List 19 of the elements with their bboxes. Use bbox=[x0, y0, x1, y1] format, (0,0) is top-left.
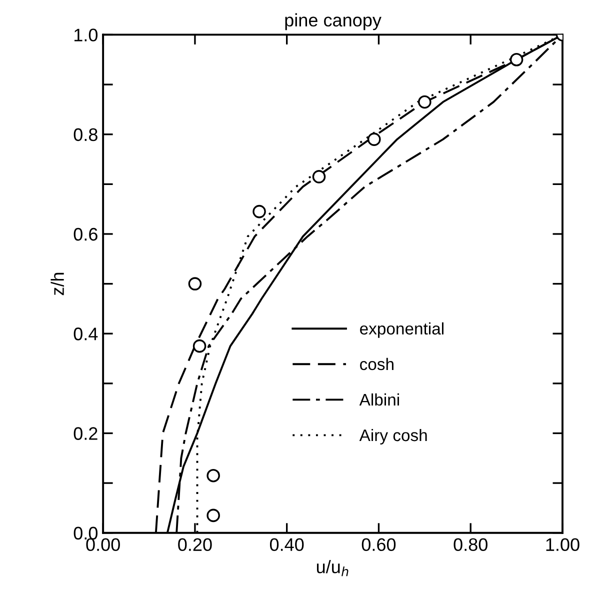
x-tick-label: 0.60 bbox=[362, 538, 396, 551]
x-tick-label: 0.40 bbox=[270, 538, 304, 551]
x-tick-label: 1.00 bbox=[546, 538, 580, 551]
y-tick-label: 0.0 bbox=[74, 526, 98, 540]
y-tick-label: 0.6 bbox=[74, 228, 98, 241]
y-axis-title: z/h bbox=[50, 272, 64, 296]
chart-title: pine canopy bbox=[285, 13, 382, 30]
x-tick-label: 0.20 bbox=[178, 538, 212, 551]
legend-label: Albini bbox=[359, 393, 399, 406]
x-tick-label: 0.00 bbox=[86, 538, 120, 551]
y-tick-label: 1.0 bbox=[74, 28, 98, 42]
x-axis-title: u/u$_{h}$ bbox=[316, 560, 348, 576]
y-tick-label: 0.4 bbox=[74, 328, 98, 340]
y-tick-label: 0.8 bbox=[74, 128, 98, 142]
legend-label: cosh bbox=[360, 358, 394, 370]
legend-label: exponential bbox=[360, 322, 444, 338]
legend-label: Airy cosh bbox=[359, 428, 427, 444]
x-tick-label: 0.80 bbox=[454, 538, 488, 551]
y-tick-label: 0.2 bbox=[74, 427, 98, 440]
